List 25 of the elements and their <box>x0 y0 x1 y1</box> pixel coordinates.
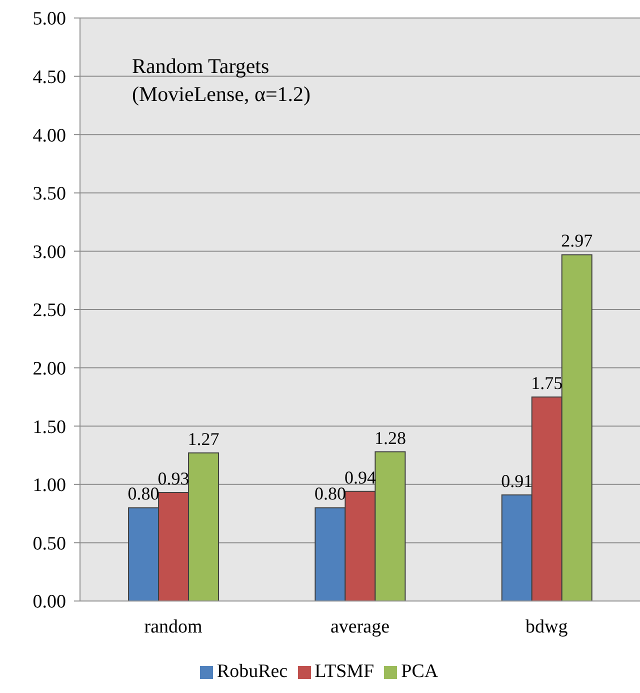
y-tick-label: 2.00 <box>32 358 66 380</box>
y-tick-label: 4.00 <box>32 125 66 146</box>
x-tick-label: random <box>144 616 203 638</box>
data-label: 0.80 <box>314 484 346 504</box>
legend-label: RobuRec <box>216 661 288 682</box>
text: (MovieLense, α=1.2) <box>132 81 311 108</box>
y-tick-label: 2.50 <box>32 300 66 322</box>
x-tick-label: bdwg <box>526 616 568 638</box>
y-tick-label: 1.00 <box>32 475 66 496</box>
y-tick-label: 3.00 <box>32 242 66 263</box>
y-tick-label: 1.50 <box>32 416 66 438</box>
data-label: 1.28 <box>374 428 406 448</box>
legend-label: LTSMF <box>314 661 374 682</box>
y-tick-label: 3.50 <box>32 184 66 205</box>
y-tick-label: 5.00 <box>32 8 66 30</box>
data-label: 0.91 <box>501 470 533 491</box>
legend-label: PCA <box>401 661 438 682</box>
data-label: 2.97 <box>561 230 593 251</box>
data-label: 0.80 <box>128 484 160 504</box>
data-label: 1.27 <box>188 428 220 449</box>
x-tick-label: average <box>330 616 390 638</box>
y-tick-label: 0.50 <box>32 533 66 554</box>
text: Random Targets <box>132 53 270 80</box>
y-tick-label: 4.50 <box>32 67 66 88</box>
y-tick-label: 0.00 <box>32 592 66 613</box>
